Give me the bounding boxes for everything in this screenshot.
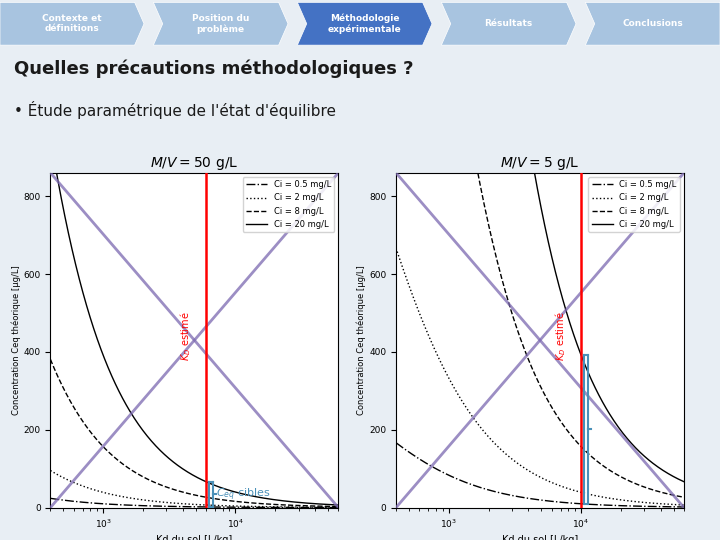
Text: Contexte et
définitions: Contexte et définitions bbox=[42, 14, 102, 33]
Polygon shape bbox=[441, 2, 576, 45]
Ci = 0.5 mg/L bbox=[600, 502, 608, 508]
Ci = 8 mg/L bbox=[601, 464, 610, 470]
Text: $K_D$ estimé: $K_D$ estimé bbox=[179, 312, 193, 361]
Ci = 20 mg/L bbox=[228, 488, 236, 494]
Text: Résultats: Résultats bbox=[485, 19, 533, 28]
Ci = 20 mg/L bbox=[505, 4, 514, 10]
Ci = 0.5 mg/L bbox=[680, 504, 688, 510]
Text: $K_D$ estimé: $K_D$ estimé bbox=[554, 312, 568, 361]
Ci = 2 mg/L bbox=[81, 484, 89, 490]
Ci = 0.5 mg/L bbox=[573, 500, 582, 507]
X-axis label: Kd du sol [L/kg]: Kd du sol [L/kg] bbox=[502, 535, 578, 540]
Ci = 8 mg/L bbox=[680, 494, 688, 501]
Ci = 0.5 mg/L bbox=[392, 440, 400, 446]
Ci = 0.5 mg/L bbox=[160, 503, 168, 510]
Text: Position du
problème: Position du problème bbox=[192, 14, 249, 34]
Ci = 20 mg/L bbox=[601, 404, 610, 410]
Ci = 2 mg/L bbox=[680, 502, 688, 508]
Line: Ci = 2 mg/L: Ci = 2 mg/L bbox=[50, 470, 338, 508]
Ci = 8 mg/L bbox=[485, 227, 494, 234]
Ci = 20 mg/L bbox=[573, 341, 582, 348]
Line: Ci = 8 mg/L: Ci = 8 mg/L bbox=[396, 0, 684, 497]
Ci = 2 mg/L bbox=[573, 488, 582, 495]
Ci = 0.5 mg/L bbox=[228, 504, 236, 510]
Legend: Ci = 0.5 mg/L, Ci = 2 mg/L, Ci = 8 mg/L, Ci = 20 mg/L: Ci = 0.5 mg/L, Ci = 2 mg/L, Ci = 8 mg/L,… bbox=[243, 177, 334, 232]
Ci = 0.5 mg/L bbox=[140, 503, 148, 509]
Text: Méthodologie
expérimentale: Méthodologie expérimentale bbox=[328, 14, 402, 34]
Ci = 2 mg/L bbox=[254, 503, 263, 510]
Ci = 8 mg/L bbox=[573, 439, 582, 446]
Ci = 0.5 mg/L bbox=[601, 502, 610, 508]
Line: Ci = 2 mg/L: Ci = 2 mg/L bbox=[396, 248, 684, 505]
Text: $C_{eq}$ cibles: $C_{eq}$ cibles bbox=[217, 486, 271, 503]
Line: Ci = 0.5 mg/L: Ci = 0.5 mg/L bbox=[50, 498, 338, 508]
Ci = 2 mg/L bbox=[392, 245, 400, 251]
Ci = 8 mg/L bbox=[600, 463, 608, 470]
Ci = 2 mg/L bbox=[256, 503, 264, 510]
Ci = 8 mg/L bbox=[505, 304, 514, 310]
Ci = 20 mg/L bbox=[254, 494, 263, 501]
Ci = 20 mg/L bbox=[46, 133, 55, 140]
Ci = 2 mg/L bbox=[426, 337, 435, 343]
Ci = 0.5 mg/L bbox=[46, 495, 55, 502]
X-axis label: Kd du sol [L/kg]: Kd du sol [L/kg] bbox=[156, 535, 233, 540]
Polygon shape bbox=[297, 2, 432, 45]
Ci = 0.5 mg/L bbox=[334, 504, 343, 511]
Y-axis label: Concentration Ceq théorique [µg/L]: Concentration Ceq théorique [µg/L] bbox=[11, 265, 21, 415]
Ci = 2 mg/L bbox=[334, 504, 343, 511]
Ci = 0.5 mg/L bbox=[485, 487, 494, 494]
Ci = 20 mg/L bbox=[160, 451, 168, 458]
Text: Conclusions: Conclusions bbox=[622, 19, 683, 28]
Ci = 20 mg/L bbox=[256, 494, 264, 501]
Text: Quelles précautions méthodologiques ?: Quelles précautions méthodologiques ? bbox=[14, 59, 414, 78]
Ci = 2 mg/L bbox=[46, 467, 55, 474]
Ci = 8 mg/L bbox=[334, 503, 343, 510]
Polygon shape bbox=[585, 2, 720, 45]
Ci = 0.5 mg/L bbox=[505, 492, 514, 498]
Ci = 2 mg/L bbox=[485, 435, 494, 442]
Ci = 8 mg/L bbox=[160, 483, 168, 490]
Y-axis label: Concentration Ceq théorique [µg/L]: Concentration Ceq théorique [µg/L] bbox=[356, 265, 366, 415]
Ci = 8 mg/L bbox=[81, 421, 89, 428]
Ci = 0.5 mg/L bbox=[254, 504, 263, 511]
Title: $M/V = 5$ g/L: $M/V = 5$ g/L bbox=[500, 155, 580, 172]
Ci = 2 mg/L bbox=[600, 494, 608, 501]
Ci = 20 mg/L bbox=[680, 478, 688, 485]
Line: Ci = 20 mg/L: Ci = 20 mg/L bbox=[50, 137, 338, 505]
Ci = 2 mg/L bbox=[140, 497, 148, 503]
Title: $M/V = 50$ g/L: $M/V = 50$ g/L bbox=[150, 155, 238, 172]
Ci = 20 mg/L bbox=[140, 429, 148, 435]
Text: • Étude paramétrique de l'état d'équilibre: • Étude paramétrique de l'état d'équilib… bbox=[14, 102, 336, 119]
Ci = 2 mg/L bbox=[160, 499, 168, 505]
Ci = 8 mg/L bbox=[256, 500, 264, 507]
Ci = 2 mg/L bbox=[228, 503, 236, 509]
Ci = 2 mg/L bbox=[601, 494, 610, 501]
Ci = 0.5 mg/L bbox=[426, 463, 435, 469]
Ci = 8 mg/L bbox=[46, 356, 55, 362]
Ci = 0.5 mg/L bbox=[81, 499, 89, 505]
Ci = 2 mg/L bbox=[505, 454, 514, 461]
Ci = 20 mg/L bbox=[81, 297, 89, 303]
Ci = 8 mg/L bbox=[140, 474, 148, 481]
Ci = 0.5 mg/L bbox=[256, 504, 264, 511]
Legend: Ci = 0.5 mg/L, Ci = 2 mg/L, Ci = 8 mg/L, Ci = 20 mg/L: Ci = 0.5 mg/L, Ci = 2 mg/L, Ci = 8 mg/L,… bbox=[588, 177, 680, 232]
Ci = 20 mg/L bbox=[334, 502, 343, 508]
Polygon shape bbox=[0, 2, 144, 45]
Ci = 20 mg/L bbox=[600, 401, 608, 408]
Line: Ci = 0.5 mg/L: Ci = 0.5 mg/L bbox=[396, 443, 684, 507]
Polygon shape bbox=[153, 2, 288, 45]
Line: Ci = 8 mg/L: Ci = 8 mg/L bbox=[50, 359, 338, 507]
Ci = 8 mg/L bbox=[228, 498, 236, 504]
Ci = 8 mg/L bbox=[254, 500, 263, 507]
Line: Ci = 20 mg/L: Ci = 20 mg/L bbox=[396, 0, 684, 482]
